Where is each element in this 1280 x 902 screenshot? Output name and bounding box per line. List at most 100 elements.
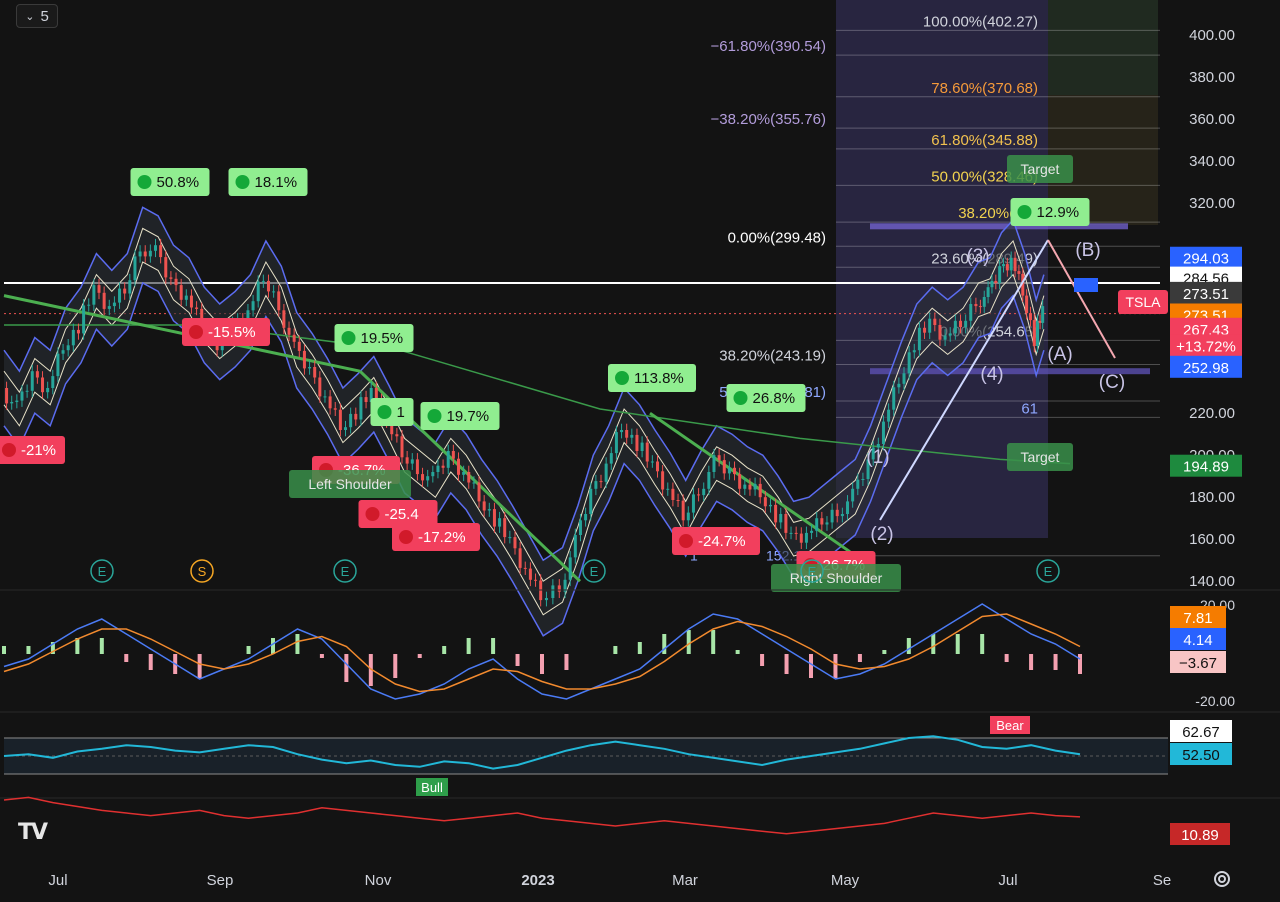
candle-body bbox=[594, 481, 598, 489]
price-badge-label: 273.51 bbox=[1183, 286, 1229, 303]
candle-body bbox=[92, 285, 96, 305]
candle-body bbox=[933, 318, 937, 325]
candle-body bbox=[164, 257, 168, 278]
candle-body bbox=[277, 291, 281, 311]
fib-bar bbox=[870, 223, 1128, 230]
ticker-badge-label: TSLA bbox=[1125, 294, 1161, 310]
macd-histogram-bar bbox=[1053, 654, 1058, 670]
bull-label-box bbox=[416, 778, 448, 796]
gear-icon[interactable] bbox=[1210, 867, 1234, 891]
macd-histogram-bar bbox=[540, 654, 544, 674]
macd-tick-label: -20.00 bbox=[1195, 693, 1235, 709]
macd-histogram-bar bbox=[124, 654, 129, 662]
candle-body bbox=[51, 376, 55, 388]
candle-body bbox=[856, 479, 860, 489]
candle-body bbox=[758, 483, 762, 498]
candle-body bbox=[830, 509, 834, 523]
swing-label-text: 19.5% bbox=[361, 330, 404, 347]
macd-histogram-bar bbox=[784, 654, 789, 674]
x-tick-label: Jul bbox=[998, 872, 1017, 889]
macd-histogram-bar bbox=[368, 654, 373, 686]
swing-label-text: 113.8% bbox=[634, 370, 684, 387]
macd-histogram-bar bbox=[75, 638, 80, 654]
pattern-label-box bbox=[289, 470, 411, 498]
chevron-down-icon: ⌄ bbox=[25, 10, 35, 23]
candle-body bbox=[1036, 320, 1040, 346]
macd-histogram-bar bbox=[931, 634, 936, 654]
candle-body bbox=[912, 350, 916, 353]
candle-body bbox=[969, 304, 973, 321]
candle-body bbox=[256, 281, 260, 302]
candle-body bbox=[551, 585, 555, 598]
macd-histogram-bar bbox=[760, 654, 765, 666]
swing-label-text: -25.4 bbox=[385, 506, 419, 523]
wave-label: (4) bbox=[980, 364, 1003, 385]
swing-label: -24.7% bbox=[672, 527, 760, 555]
candle-body bbox=[123, 288, 127, 294]
candle-body bbox=[97, 285, 101, 293]
macd-histogram-bar bbox=[491, 638, 496, 654]
candle-body bbox=[272, 291, 276, 293]
candle-body bbox=[743, 484, 747, 489]
collapse-indicators-button[interactable]: ⌄ 5 bbox=[16, 4, 58, 28]
candle-body bbox=[421, 474, 425, 481]
candle-body bbox=[1009, 257, 1013, 271]
rsi-badge bbox=[1170, 743, 1232, 765]
candle-body bbox=[563, 579, 567, 592]
macd-histogram-bar bbox=[466, 638, 471, 654]
wave-label: (B) bbox=[1075, 240, 1100, 261]
macd-badge-label: −3.67 bbox=[1179, 655, 1217, 672]
macd-histogram-bar bbox=[637, 642, 642, 654]
price-badge bbox=[1170, 281, 1242, 304]
candle-body bbox=[318, 377, 322, 397]
macd-histogram-bar bbox=[26, 646, 31, 654]
event-marker-label: S bbox=[198, 564, 207, 579]
candle-body bbox=[35, 371, 39, 378]
candle-body bbox=[1021, 273, 1025, 296]
y-tick-label: 160.00 bbox=[1189, 531, 1235, 548]
candle-body bbox=[472, 482, 476, 484]
swing-label-box bbox=[1010, 198, 1090, 226]
candle-body bbox=[897, 383, 901, 388]
candle-body bbox=[143, 251, 147, 257]
candle-body bbox=[451, 451, 455, 459]
macd-histogram-bar bbox=[711, 630, 716, 654]
candle-body bbox=[107, 306, 111, 309]
macd-histogram-bar bbox=[833, 654, 838, 678]
candle-body bbox=[958, 320, 962, 328]
candle-body bbox=[691, 494, 695, 513]
candle-body bbox=[153, 245, 157, 251]
wave-label: (1) bbox=[866, 447, 889, 468]
price-badge-label: +13.72% bbox=[1176, 338, 1236, 355]
candle-body bbox=[774, 504, 778, 523]
x-tick-label: May bbox=[831, 872, 860, 889]
candle-body bbox=[938, 325, 942, 340]
swing-label-text: -21% bbox=[21, 442, 56, 459]
swing-label: 50.8% bbox=[130, 168, 210, 196]
swing-dot-icon bbox=[377, 405, 392, 419]
candle-body bbox=[902, 373, 906, 384]
swing-label: 19.5% bbox=[334, 324, 414, 352]
y-tick-label: 360.00 bbox=[1189, 111, 1235, 128]
rsi-badge-label: 62.67 bbox=[1182, 724, 1220, 741]
candle-body bbox=[46, 388, 50, 393]
candle-body bbox=[523, 567, 527, 569]
candle-body bbox=[578, 520, 582, 535]
candle-body bbox=[369, 388, 373, 402]
candle-body bbox=[866, 459, 870, 479]
macd-histogram-bar bbox=[2, 646, 6, 654]
candle-body bbox=[544, 598, 548, 601]
candle-body bbox=[415, 459, 419, 475]
candle-body bbox=[128, 280, 132, 294]
candle-body bbox=[20, 391, 24, 401]
macd-histogram-bar bbox=[686, 630, 691, 654]
candle-body bbox=[102, 292, 106, 309]
swing-dot-icon bbox=[189, 325, 203, 339]
swing-label-box bbox=[182, 318, 270, 346]
candle-body bbox=[851, 488, 855, 502]
swing-label-text: -15.5% bbox=[208, 324, 256, 341]
candle-body bbox=[302, 350, 306, 369]
fib-level-label: 100.00%(402.27) bbox=[923, 13, 1038, 30]
swing-label: -25.4 bbox=[358, 500, 438, 528]
